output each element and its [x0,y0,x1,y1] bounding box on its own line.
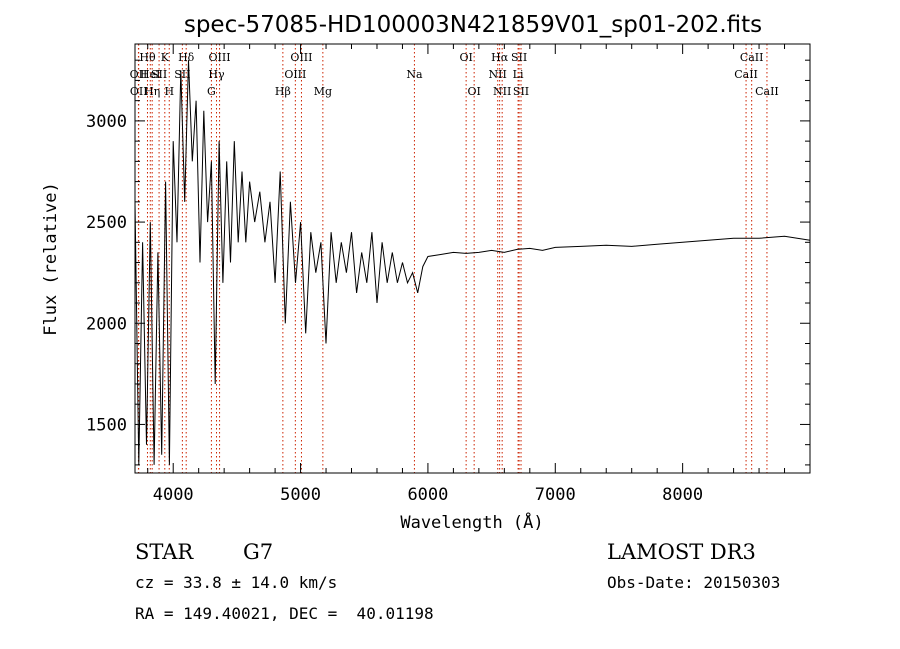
line-marker-label: SII [511,51,527,64]
line-marker-label: H [164,85,174,98]
line-marker-label: Hθ [139,51,156,64]
x-axis-label: Wavelength (Å) [400,511,543,533]
y-tick-label: 3000 [86,112,127,132]
line-marker-label: Mg [314,85,332,98]
coordinates: RA = 149.40021, DEC = 40.01198 [135,604,434,623]
line-marker-label: OI [459,51,472,64]
line-marker-label: Hα [491,51,509,64]
observation-date: Obs-Date: 20150303 [607,573,781,592]
y-tick-label: 2000 [86,314,127,334]
line-marker-label: Na [406,68,423,81]
x-tick-label: 4000 [153,485,194,505]
x-tick-label: 7000 [535,485,576,505]
spectrum-line [134,60,811,465]
x-tick-label: 8000 [662,485,703,505]
line-marker-label: OI [467,85,480,98]
line-markers [137,44,768,473]
redshift-value: cz = 33.8 ± 14.0 km/s [135,573,338,592]
line-marker-label: Li [513,68,524,81]
line-marker-label: Hγ [208,68,225,81]
line-marker-label: Hη [144,85,160,98]
line-marker-label: OII [130,68,148,81]
line-marker-labels: OIIOIIHθHeIHηSIIKHSIIHδGHγOIIIHβOIIIOIII… [130,51,779,98]
y-tick-label: 1500 [86,415,127,435]
survey-name: LAMOST DR3 [607,540,756,564]
x-axis: 4000 5000 6000 7000 8000 [147,44,786,505]
line-marker-label: Hβ [275,85,291,98]
line-marker-label: CaII [755,85,779,98]
line-marker-label: OIII [284,68,306,81]
x-tick-label: 5000 [280,485,321,505]
line-marker-label: SII [151,68,167,81]
line-marker-label: SII [513,85,529,98]
line-marker-label: G [207,85,216,98]
chart-title: spec-57085-HD100003N421859V01_sp01-202.f… [184,12,762,38]
line-marker-label: NII [489,68,507,81]
x-tick-label: 6000 [407,485,448,505]
line-marker-label: OII [130,85,148,98]
object-subclass: G7 [243,540,274,564]
line-marker-label: HeI [140,68,160,81]
line-marker-label: OIII [209,51,231,64]
line-marker-label: CaII [734,68,758,81]
line-marker-label: Hδ [178,51,195,64]
line-marker-label: CaII [740,51,764,64]
plot-frame [134,43,811,474]
y-axis: 1500 2000 2500 3000 [86,59,810,466]
line-marker-label: K [161,51,170,64]
y-axis-label: Flux (relative) [41,182,61,336]
y-tick-label: 2500 [86,213,127,233]
line-marker-label: OIII [290,51,312,64]
line-marker-label: SII [174,68,190,81]
object-class: STAR [135,540,194,564]
line-marker-label: NII [493,85,511,98]
